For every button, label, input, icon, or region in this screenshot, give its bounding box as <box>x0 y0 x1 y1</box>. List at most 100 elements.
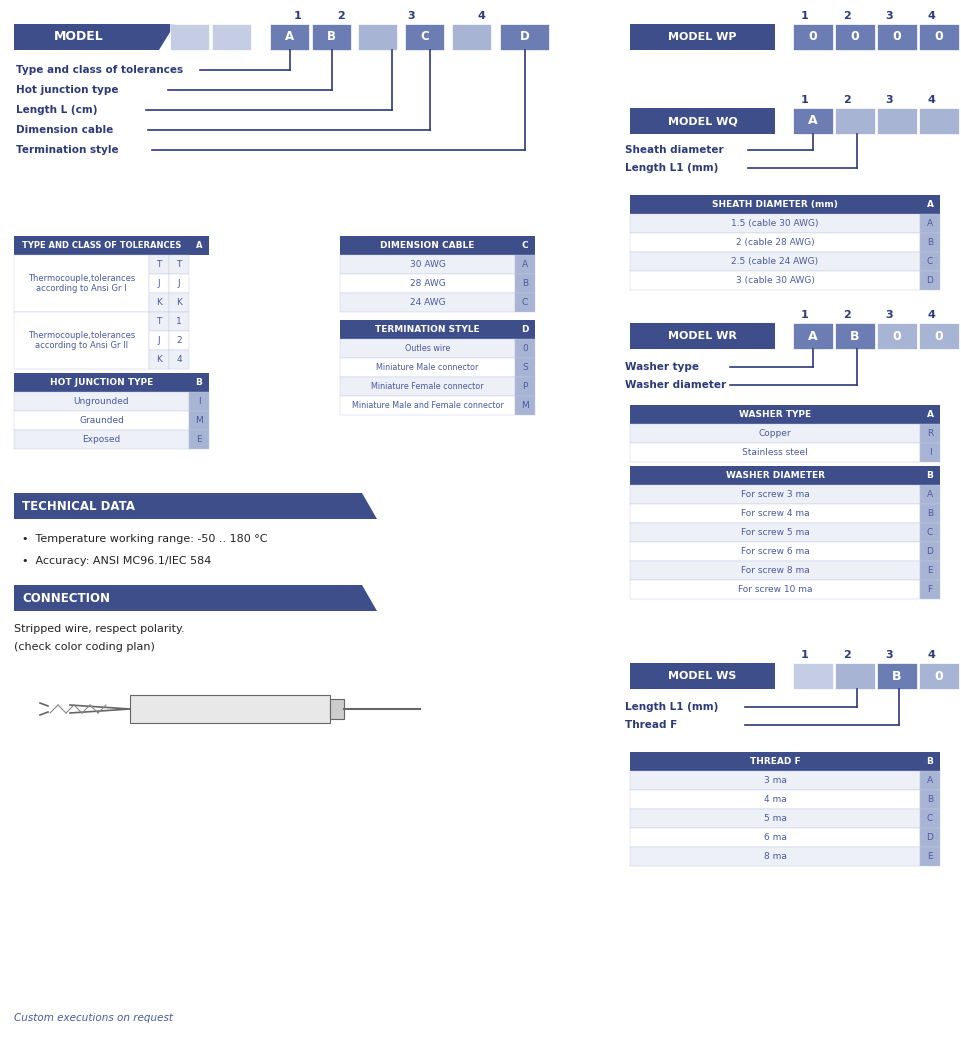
Bar <box>189 430 209 449</box>
Text: A: A <box>927 219 933 228</box>
Text: 0: 0 <box>850 30 859 44</box>
Text: 3 ma: 3 ma <box>764 776 786 785</box>
Text: WASHER DIAMETER: WASHER DIAMETER <box>726 471 825 480</box>
Text: CONNECTION: CONNECTION <box>22 592 110 604</box>
Text: E: E <box>196 435 202 444</box>
Bar <box>630 790 920 809</box>
Bar <box>877 663 917 689</box>
Text: 0: 0 <box>808 30 818 44</box>
Text: 1: 1 <box>294 12 302 21</box>
Bar <box>452 24 491 50</box>
Text: M: M <box>195 416 203 425</box>
Bar <box>630 405 920 424</box>
Bar <box>405 24 444 50</box>
Bar <box>630 24 775 50</box>
Text: 3 (cable 30 AWG): 3 (cable 30 AWG) <box>735 276 814 285</box>
Text: B: B <box>850 330 860 342</box>
Bar <box>189 373 209 392</box>
Polygon shape <box>362 493 377 519</box>
Text: MODEL: MODEL <box>54 30 104 44</box>
Text: J: J <box>178 279 181 288</box>
Text: Length L1 (mm): Length L1 (mm) <box>625 701 719 712</box>
Text: F: F <box>927 585 932 594</box>
Bar <box>312 24 351 50</box>
Bar <box>500 24 549 50</box>
Text: K: K <box>156 355 162 364</box>
Text: E: E <box>927 852 933 861</box>
Text: TERMINATION STYLE: TERMINATION STYLE <box>375 325 480 334</box>
Text: E: E <box>927 566 933 575</box>
Bar <box>515 293 535 312</box>
Bar <box>630 485 920 504</box>
Text: 1: 1 <box>801 95 809 105</box>
Bar <box>340 236 515 255</box>
Text: 2: 2 <box>176 336 182 346</box>
Text: D: D <box>926 833 933 842</box>
Text: 0: 0 <box>935 330 944 342</box>
Text: (check color coding plan): (check color coding plan) <box>14 642 155 652</box>
Text: 4: 4 <box>927 650 935 660</box>
Text: 1: 1 <box>801 310 809 320</box>
Bar <box>919 24 959 50</box>
Text: D: D <box>520 30 530 44</box>
Bar <box>630 233 920 252</box>
Text: 2: 2 <box>843 650 850 660</box>
Bar <box>515 358 535 377</box>
Bar <box>169 255 189 274</box>
Text: Miniature Male and Female connector: Miniature Male and Female connector <box>352 401 504 410</box>
Bar <box>920 524 940 542</box>
Bar <box>270 24 309 50</box>
Bar <box>14 312 149 369</box>
Text: Custom executions on request: Custom executions on request <box>14 1013 173 1023</box>
Bar <box>515 274 535 293</box>
Bar <box>14 430 189 449</box>
Text: Stainless steel: Stainless steel <box>742 448 808 456</box>
Text: 0: 0 <box>893 30 901 44</box>
Text: SHEATH DIAMETER (mm): SHEATH DIAMETER (mm) <box>712 200 838 209</box>
Bar <box>340 255 515 274</box>
Text: 0: 0 <box>935 669 944 683</box>
Bar <box>340 358 515 377</box>
Text: Thermocouple,tolerances
according to Ansi Gr I: Thermocouple,tolerances according to Ans… <box>28 274 136 293</box>
Text: A: A <box>808 330 818 342</box>
Text: I: I <box>928 448 931 456</box>
Text: 2: 2 <box>337 12 345 21</box>
Bar <box>920 214 940 233</box>
Bar <box>630 542 920 561</box>
Text: A: A <box>927 490 933 499</box>
Text: K: K <box>156 298 162 307</box>
Bar <box>630 504 920 524</box>
Text: TECHNICAL DATA: TECHNICAL DATA <box>22 499 135 512</box>
Bar <box>919 324 959 349</box>
Bar <box>340 339 515 358</box>
Bar <box>340 320 515 339</box>
Text: Hot junction type: Hot junction type <box>16 85 118 95</box>
Text: S: S <box>522 363 528 372</box>
Bar <box>630 847 920 866</box>
Bar <box>212 24 251 50</box>
Polygon shape <box>362 585 377 611</box>
Bar <box>877 108 917 134</box>
Bar <box>920 828 940 847</box>
Bar <box>14 493 362 519</box>
Bar <box>169 312 189 331</box>
Bar <box>630 809 920 828</box>
Bar <box>515 339 535 358</box>
Text: Dimension cable: Dimension cable <box>16 125 113 135</box>
Text: •  Accuracy: ANSI MC96.1/IEC 584: • Accuracy: ANSI MC96.1/IEC 584 <box>22 556 211 566</box>
Bar <box>515 255 535 274</box>
Text: 4: 4 <box>176 355 182 364</box>
Text: D: D <box>926 276 933 285</box>
Bar <box>149 293 169 312</box>
Bar <box>169 331 189 350</box>
Text: B: B <box>926 471 933 480</box>
Bar <box>358 24 397 50</box>
Text: C: C <box>926 528 933 537</box>
Text: 2 (cable 28 AWG): 2 (cable 28 AWG) <box>736 238 814 247</box>
Bar <box>630 424 920 443</box>
Text: 1: 1 <box>801 650 809 660</box>
Bar <box>14 255 149 312</box>
Bar <box>14 585 362 611</box>
Text: Type and class of tolerances: Type and class of tolerances <box>16 65 184 75</box>
Text: B: B <box>927 238 933 247</box>
